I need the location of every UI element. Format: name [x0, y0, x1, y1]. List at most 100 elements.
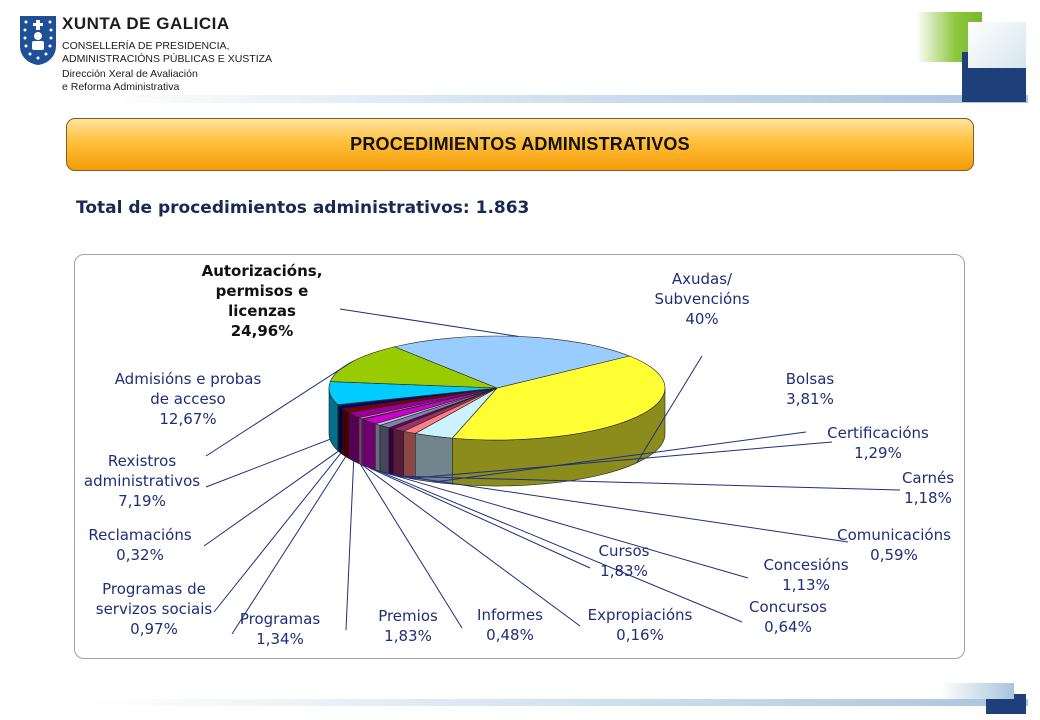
- slice-name: Carnés: [902, 469, 954, 487]
- slice-label-0: Axudas/Subvencións 40%: [654, 270, 749, 328]
- slice-percent: 1,83%: [600, 562, 648, 580]
- slice-name: Bolsas: [786, 370, 835, 388]
- slice-label-1: Bolsas 3,81%: [786, 370, 835, 408]
- leader-line-16: [339, 308, 519, 337]
- leader-line-12: [213, 452, 342, 613]
- slice-label-7: Cursos 1,83%: [599, 542, 650, 580]
- total-label: Total de procedimientos administrativos:: [76, 198, 470, 218]
- pie-side-6: [374, 423, 381, 472]
- banner-title: PROCEDIMIENTOS ADMINISTRATIVOS: [350, 134, 690, 154]
- slice-percent: 0,48%: [486, 626, 534, 644]
- leader-line-10: [345, 461, 355, 631]
- footer-square-light: [940, 683, 1014, 699]
- slice-name: Certificacións: [827, 424, 929, 442]
- pie-slice-15: [329, 346, 498, 389]
- slice-percent: 40%: [685, 310, 718, 328]
- org-line-1: CONSELLERÍA DE PRESIDENCIA,: [62, 40, 230, 52]
- slice-name: administrativos: [84, 472, 200, 490]
- header-divider-bar: [0, 95, 1028, 103]
- slice-name: servizos sociais: [96, 600, 213, 618]
- slice-label-3: Carnés 1,18%: [902, 469, 954, 507]
- slice-name: licenzas: [228, 302, 296, 320]
- slice-name: Axudas/: [672, 270, 733, 288]
- slice-name: Comunicacións: [837, 526, 951, 544]
- slice-name: Expropiacións: [588, 606, 693, 624]
- slice-percent: 0,32%: [116, 546, 164, 564]
- slice-percent: 0,16%: [616, 626, 664, 644]
- pie-side-12: [338, 405, 344, 456]
- slice-percent: 1,18%: [904, 489, 952, 507]
- leader-line-15: [205, 361, 352, 457]
- slice-name: permisos e: [216, 282, 309, 300]
- slice-name: Admisións e probas: [115, 370, 262, 388]
- slice-label-13: Reclamacións 0,32%: [88, 526, 191, 564]
- slice-name: Programas: [240, 610, 320, 628]
- leader-line-3: [398, 475, 901, 491]
- total-value: 1.863: [475, 198, 530, 218]
- slice-percent: 0,59%: [870, 546, 918, 564]
- total-procedures: Total de procedimientos administrativos:…: [76, 198, 529, 218]
- leader-line-14: [205, 438, 331, 488]
- footer-square-navy: [986, 694, 1026, 714]
- pie-side-5: [379, 424, 390, 475]
- slice-percent: 12,67%: [159, 410, 216, 428]
- org-line-3: Dirección Xeral de Avaliación: [62, 68, 198, 80]
- slice-name: Informes: [477, 606, 543, 624]
- slice-name: de acceso: [150, 390, 225, 408]
- leader-line-2: [409, 441, 833, 479]
- pie-side-10: [348, 412, 360, 465]
- pie-side-9: [358, 417, 363, 466]
- footer-bar: [90, 699, 1028, 706]
- slice-label-8: Expropiacións 0,16%: [588, 606, 693, 644]
- leader-line-6: [377, 470, 743, 623]
- slice-name: Programas de: [102, 580, 206, 598]
- slice-label-2: Certificacións 1,29%: [827, 424, 929, 462]
- leader-line-7: [368, 467, 591, 569]
- slice-percent: 1,34%: [256, 630, 304, 648]
- slice-label-4: Comunicacións 0,59%: [837, 526, 951, 564]
- slice-label-12: Programas de servizos sociais 0,97%: [96, 580, 213, 638]
- leader-line-5: [384, 472, 749, 579]
- leader-line-13: [203, 450, 339, 547]
- organisation-block: XUNTA DE GALICIA CONSELLERÍA DE PRESIDEN…: [62, 14, 272, 94]
- pie-side-11: [342, 408, 350, 460]
- leader-line-0: [636, 355, 703, 464]
- slice-label-16: Autorizacións, permisos e licenzas 24,96%: [202, 262, 323, 340]
- slice-percent: 1,29%: [854, 444, 902, 462]
- slice-name: Reclamacións: [88, 526, 191, 544]
- title-banner: PROCEDIMIENTOS ADMINISTRATIVOS: [66, 118, 974, 171]
- slice-label-11: Programas 1,34%: [240, 610, 320, 648]
- pie-side-7: [362, 418, 376, 471]
- slice-label-6: Concursos 0,64%: [749, 598, 827, 636]
- leader-line-1: [433, 431, 807, 483]
- chart-frame: [74, 254, 965, 659]
- pie-side-2: [403, 430, 416, 480]
- corner-square-light: [968, 22, 1026, 68]
- leader-line-9: [359, 463, 463, 629]
- slice-name: Cursos: [599, 542, 650, 560]
- slice-percent: 3,81%: [786, 390, 834, 408]
- slice-label-10: Premios 1,83%: [378, 607, 438, 645]
- slice-percent: 0,64%: [764, 618, 812, 636]
- slice-name: Subvencións: [654, 290, 749, 308]
- slice-label-5: Concesións 1,13%: [763, 556, 848, 594]
- xunta-shield-logo: [20, 16, 56, 65]
- slice-percent: 0,97%: [130, 620, 178, 638]
- pie-side-4: [388, 427, 394, 476]
- slice-label-9: Informes 0,48%: [477, 606, 543, 644]
- leader-line-11: [231, 456, 347, 635]
- slice-name: Autorizacións,: [202, 262, 323, 280]
- slice-percent: 7,19%: [118, 492, 166, 510]
- slice-name: Concursos: [749, 598, 827, 616]
- leader-line-8: [362, 464, 581, 627]
- leader-line-4: [391, 473, 849, 543]
- slice-name: Rexistros: [108, 452, 176, 470]
- slice-percent: 1,83%: [384, 627, 432, 645]
- slice-label-14: Rexistros administrativos 7,19%: [84, 452, 200, 510]
- slice-name: Premios: [378, 607, 438, 625]
- slice-label-15: Admisións e probas de acceso 12,67%: [115, 370, 262, 428]
- org-name: XUNTA DE GALICIA: [62, 14, 230, 33]
- slice-name: Concesións: [763, 556, 848, 574]
- slice-percent: 1,13%: [782, 576, 830, 594]
